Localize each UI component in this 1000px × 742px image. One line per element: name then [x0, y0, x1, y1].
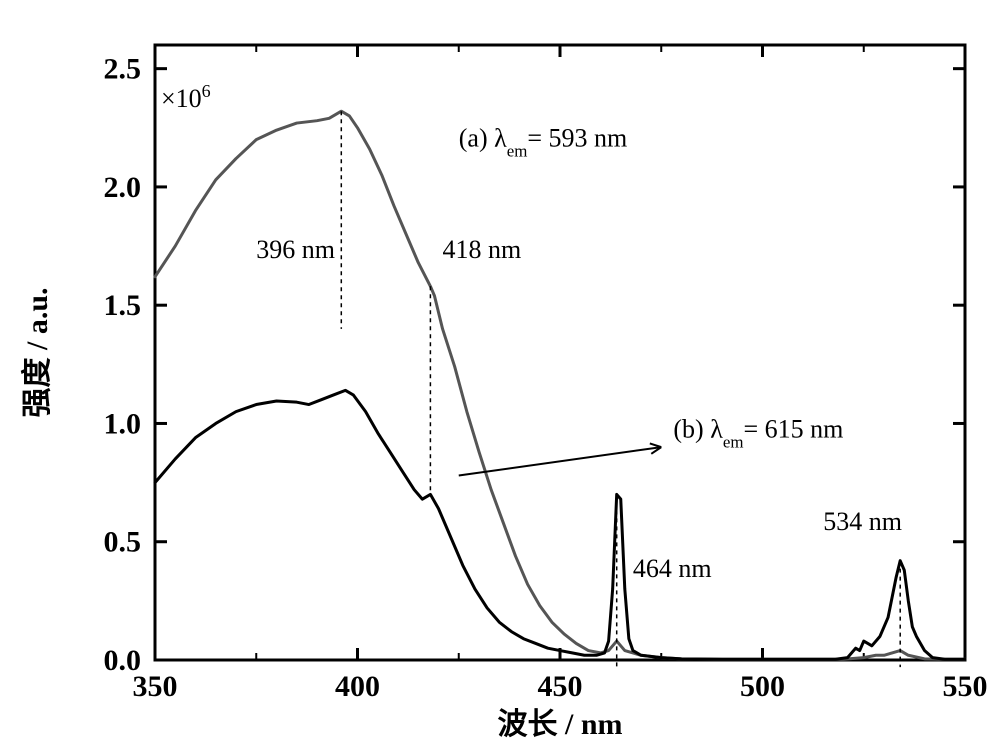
x-tick-label: 500: [740, 670, 785, 703]
series-a: [155, 111, 965, 659]
annotation-arrow: [459, 447, 662, 475]
x-axis-label: 波长 / nm: [497, 708, 622, 741]
x-tick-label: 550: [943, 670, 988, 703]
annotation-text: 464 nm: [633, 554, 712, 583]
x-tick-label: 450: [538, 670, 583, 703]
annotation-text: (a) λem= 593 nm: [459, 124, 628, 161]
annotation-text: 534 nm: [823, 507, 902, 536]
annotation-text: (b) λem= 615 nm: [673, 415, 843, 452]
y-tick-label: 0.0: [104, 644, 142, 677]
y-tick-label: 2.0: [104, 171, 142, 204]
y-tick-label: 0.5: [104, 526, 142, 559]
y-tick-label: 1.5: [104, 289, 142, 322]
annotation-text: 418 nm: [443, 235, 522, 264]
y-tick-label: 2.5: [104, 53, 142, 86]
x-tick-label: 400: [335, 670, 380, 703]
y-tick-label: 1.0: [104, 407, 142, 440]
chart-svg: 3504004505005500.00.51.01.52.02.5波长 / nm…: [0, 0, 1000, 742]
annotation-text: 396 nm: [256, 235, 335, 264]
y-axis-label: 强度 / a.u.: [21, 287, 54, 417]
y-exponent: ×106: [161, 81, 211, 113]
spectrum-chart: 3504004505005500.00.51.01.52.02.5波长 / nm…: [0, 0, 1000, 742]
